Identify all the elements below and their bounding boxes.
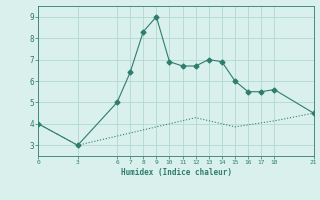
X-axis label: Humidex (Indice chaleur): Humidex (Indice chaleur) (121, 168, 231, 177)
